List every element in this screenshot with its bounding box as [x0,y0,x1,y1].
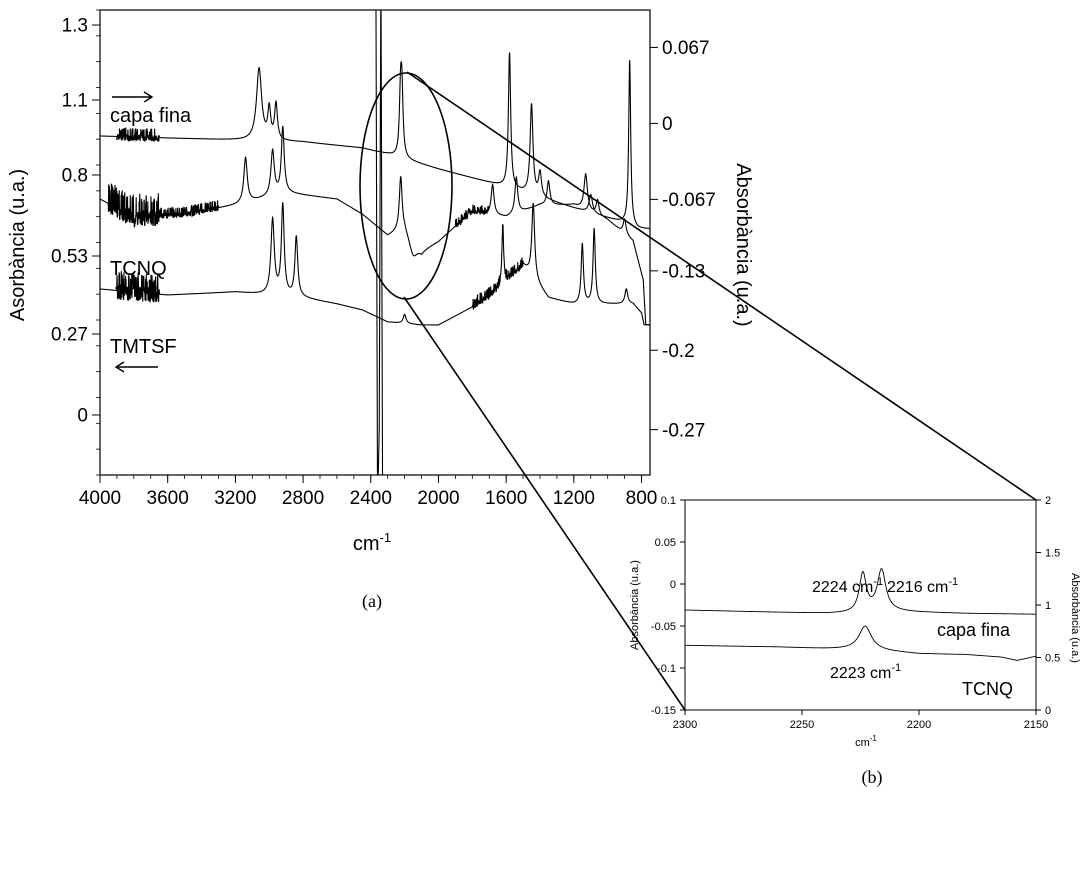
y-left-tick-label: 0 [670,579,676,591]
panel-b: 2300 2250 2200 2150 -0.15-0.1-0.0500.050.1 … [629,495,1081,788]
panel-a-y-axis-label-left: Asorbància (u.a.) [7,169,29,321]
panel-b-x-ticks: 2300 2250 2200 2150 [673,710,1048,731]
x-tick-label: 800 [626,488,658,509]
y-left-tick-label: 0.27 [51,325,88,346]
panel-a-y-ticks-left: 0 0.27 0.53 0.8 1.1 1.3 [51,9,100,476]
x-tick-label: 3200 [214,488,256,509]
panel-a-series-tmtsf [100,202,650,326]
y-left-tick-label: 0 [77,406,88,427]
y-right-tick-label: -0.27 [662,420,705,441]
y-left-tick-label: -0.15 [651,705,676,717]
x-tick-label: 2400 [350,488,392,509]
panel-b-caption: (b) [862,767,883,788]
y-right-tick-label: 0.067 [662,38,710,59]
arrow-right-capa-fina [112,91,154,103]
panel-a: 4000 3600 3200 2800 2400 2000 1600 1200 800 0 0.2… [7,9,754,612]
x-tick-label: 4000 [79,488,121,509]
panel-a-series-group [100,10,650,475]
panel-a-series-co2-artifact [375,10,384,475]
panel-b-y-ticks-left: -0.15 -0.1 -0.05 0 0.05 0.1 [651,495,685,717]
x-tick-label: 2300 [673,719,697,731]
panel-a-x-axis-label: cm-1 [353,530,391,555]
panel-a-caption: (a) [362,591,382,612]
y-right-tick-label: 1.5 [1045,547,1060,559]
y-right-tick-label: 0 [662,114,673,135]
y-right-tick-label: 0.5 [1045,652,1060,664]
panel-b-series-capa-fina [685,567,1036,615]
y-left-tick-label: -0.05 [651,621,676,633]
panel-b-y-axis-label-left: Absorbància (u.a.) [629,560,641,650]
y-left-tick-label: 0.53 [51,247,88,268]
zoom-region-ellipse [359,72,453,300]
y-left-tick-label: -0.1 [657,663,676,675]
panel-b-series-tcnq [685,625,1036,661]
y-left-tick-label: 0.05 [655,537,676,549]
panel-a-y-ticks-right: -0.27 -0.2 -0.13 -0.067 0 0.067 [650,38,716,441]
y-right-tick-label: -0.13 [662,262,705,283]
panel-a-frame [99,9,651,476]
zoom-connector-bottom [403,296,686,711]
x-tick-label: 2000 [417,488,459,509]
annotation-capa-fina-a: capa fina [110,105,192,127]
panel-a-series-capa-fina [100,52,650,229]
panel-a-series-tcnq [100,125,650,326]
y-right-tick-label: -0.2 [662,341,695,362]
x-tick-label: 2150 [1024,719,1048,731]
y-left-tick-label: 1.3 [62,16,88,37]
y-left-tick-label: 0.1 [661,495,676,507]
y-left-tick-label: 1.1 [62,91,88,112]
x-tick-label: 2200 [907,719,931,731]
panel-b-series-group [685,567,1036,661]
x-tick-label: 2800 [282,488,324,509]
x-tick-label: 2250 [790,719,814,731]
panel-a-x-ticks: 4000 3600 3200 2800 2400 2000 1600 1200 800 [79,475,658,509]
y-right-tick-label: 0 [1045,705,1051,717]
annotation-tmtsf-a: TMTSF [110,336,177,358]
y-right-tick-label: 2 [1045,495,1051,507]
y-left-tick-label: 0.8 [62,166,88,187]
arrow-left-tcnq [114,282,158,294]
zoom-connector-top [406,71,1037,501]
peak-label-2223: 2223 cm-1 [830,662,901,682]
annotation-tcnq-b: TCNQ [962,679,1013,699]
annotation-capa-fina-b: capa fina [937,620,1011,640]
panel-b-y-axis-label-right: Absorbància (u.a.) [1069,573,1081,663]
y-right-tick-label: 1 [1045,600,1051,612]
x-tick-label: 3600 [147,488,189,509]
panel-a-y-axis-label-right: Absorbància (u.a.) [732,163,754,326]
x-tick-label: 1600 [485,488,527,509]
annotation-tcnq-a: TCNQ [110,258,167,280]
y-right-tick-label: -0.067 [662,190,716,211]
arrow-left-tmtsf [114,361,158,373]
panel-b-y-ticks-right: 0 0.5 1 1.5 2 [1036,495,1060,717]
peak-label-2224: 2224 cm-1 [812,576,883,596]
x-tick-label: 1200 [553,488,595,509]
panel-b-x-axis-label: cm-1 [855,734,877,749]
peak-label-2216: 2216 cm-1 [887,576,958,596]
